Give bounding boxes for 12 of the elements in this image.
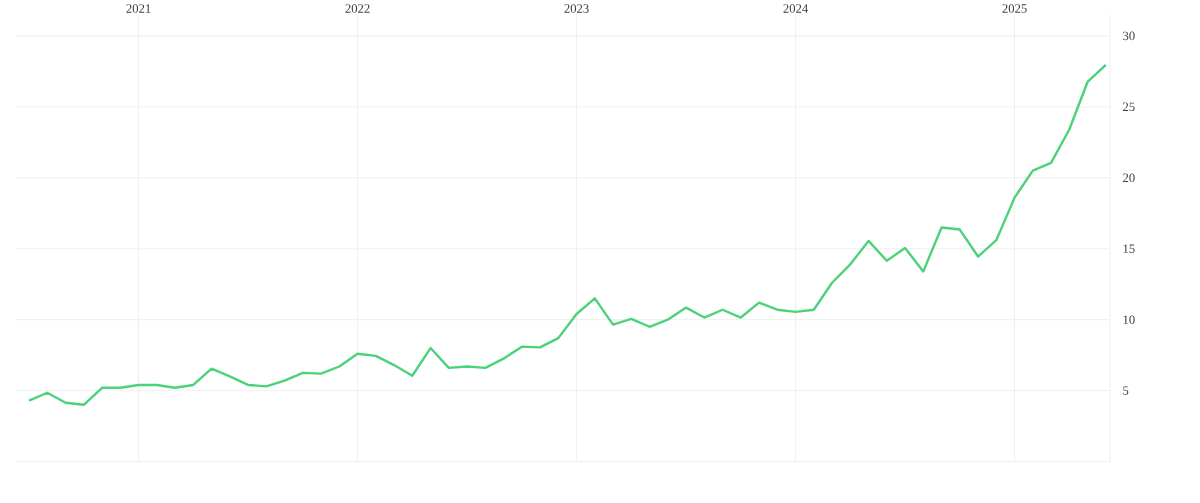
x-tick-label: 2023: [564, 4, 589, 13]
x-tick-label: 2025: [1002, 4, 1027, 13]
y-tick-label: 20: [1123, 173, 1135, 183]
y-tick-label: 15: [1123, 244, 1135, 254]
x-tick-label: 2022: [345, 4, 370, 13]
x-tick-label: 2024: [783, 4, 809, 13]
y-tick-label: 30: [1123, 31, 1135, 41]
x-tick-label: 2021: [126, 4, 151, 13]
y-tick-label: 10: [1123, 315, 1135, 325]
y-tick-label: 25: [1123, 102, 1135, 112]
y-tick-label: 5: [1123, 386, 1129, 396]
line-series: [27, 63, 1107, 407]
